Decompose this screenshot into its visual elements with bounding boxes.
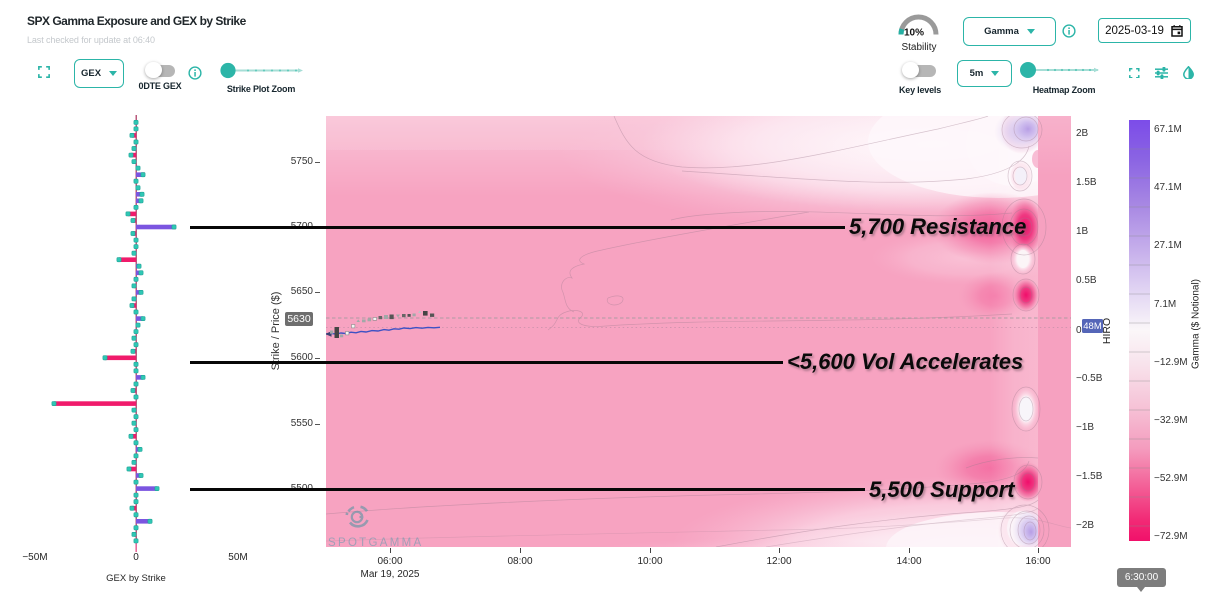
svg-text:10%: 10%: [904, 28, 924, 39]
svg-text:SPOTGAMMA: SPOTGAMMA: [328, 537, 423, 547]
